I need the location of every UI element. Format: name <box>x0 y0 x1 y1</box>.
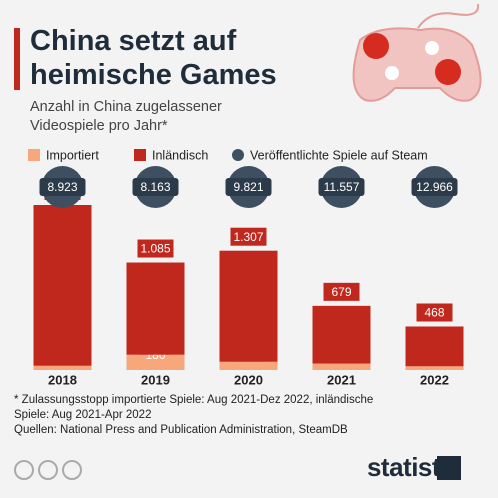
bar-segment <box>219 250 278 362</box>
value-label: 8.923 <box>47 180 77 194</box>
controller-illustration <box>352 3 482 102</box>
x-tick-label: 2020 <box>234 372 263 387</box>
value-label-box <box>323 282 360 301</box>
title-accent <box>14 28 20 90</box>
x-tick-label: 2019 <box>141 372 170 387</box>
value-label: 9.821 <box>233 180 263 194</box>
value-label-box <box>411 178 458 196</box>
x-tick-label: 2021 <box>327 372 356 387</box>
source: Quellen: National Press and Publication … <box>14 424 348 436</box>
value-label-box <box>137 239 174 258</box>
value-label: 12.966 <box>416 180 453 194</box>
bar-segment <box>33 205 92 366</box>
bar-segment <box>126 262 185 355</box>
value-label-box <box>132 178 179 196</box>
legend-label: Importiert <box>46 148 99 162</box>
legend-swatch <box>232 149 244 161</box>
value-label-box <box>318 178 365 196</box>
legend-label: Inländisch <box>152 148 208 162</box>
value-label-box <box>230 227 267 246</box>
brand: statista <box>366 452 455 482</box>
value-label-box <box>225 178 272 196</box>
notes: * Zulassungsstopp importierte Spiele: Au… <box>14 393 374 438</box>
chart-subtitle: Anzahl in China zugelassener Videospiele… <box>30 99 222 134</box>
value-label: 1.307 <box>233 230 263 244</box>
value-label-box <box>416 303 453 322</box>
value-label: 1.085 <box>140 242 170 256</box>
license-icons <box>14 456 461 480</box>
bar-segment <box>33 365 92 370</box>
x-tick-label: 2022 <box>420 372 449 387</box>
legend-swatch <box>134 149 146 161</box>
value-label: 679 <box>331 285 351 299</box>
value-label-box <box>39 178 86 196</box>
bar-segment <box>219 361 278 370</box>
bar-segment <box>405 366 464 370</box>
legend-swatch <box>28 149 40 161</box>
value-label: 11.557 <box>324 180 360 194</box>
footnote: * Zulassungsstopp importierte Spiele: Au… <box>14 394 374 421</box>
bar-segment <box>312 363 371 370</box>
x-tick-label: 2018 <box>48 372 77 387</box>
value-label: 8.163 <box>140 180 170 194</box>
bar-segment <box>312 305 371 364</box>
chart-title: China setzt auf heimische Games <box>30 25 277 91</box>
bar-segment <box>405 326 464 367</box>
value-label: 468 <box>424 306 444 320</box>
legend-label: Veröffentlichte Spiele auf Steam <box>250 148 428 162</box>
